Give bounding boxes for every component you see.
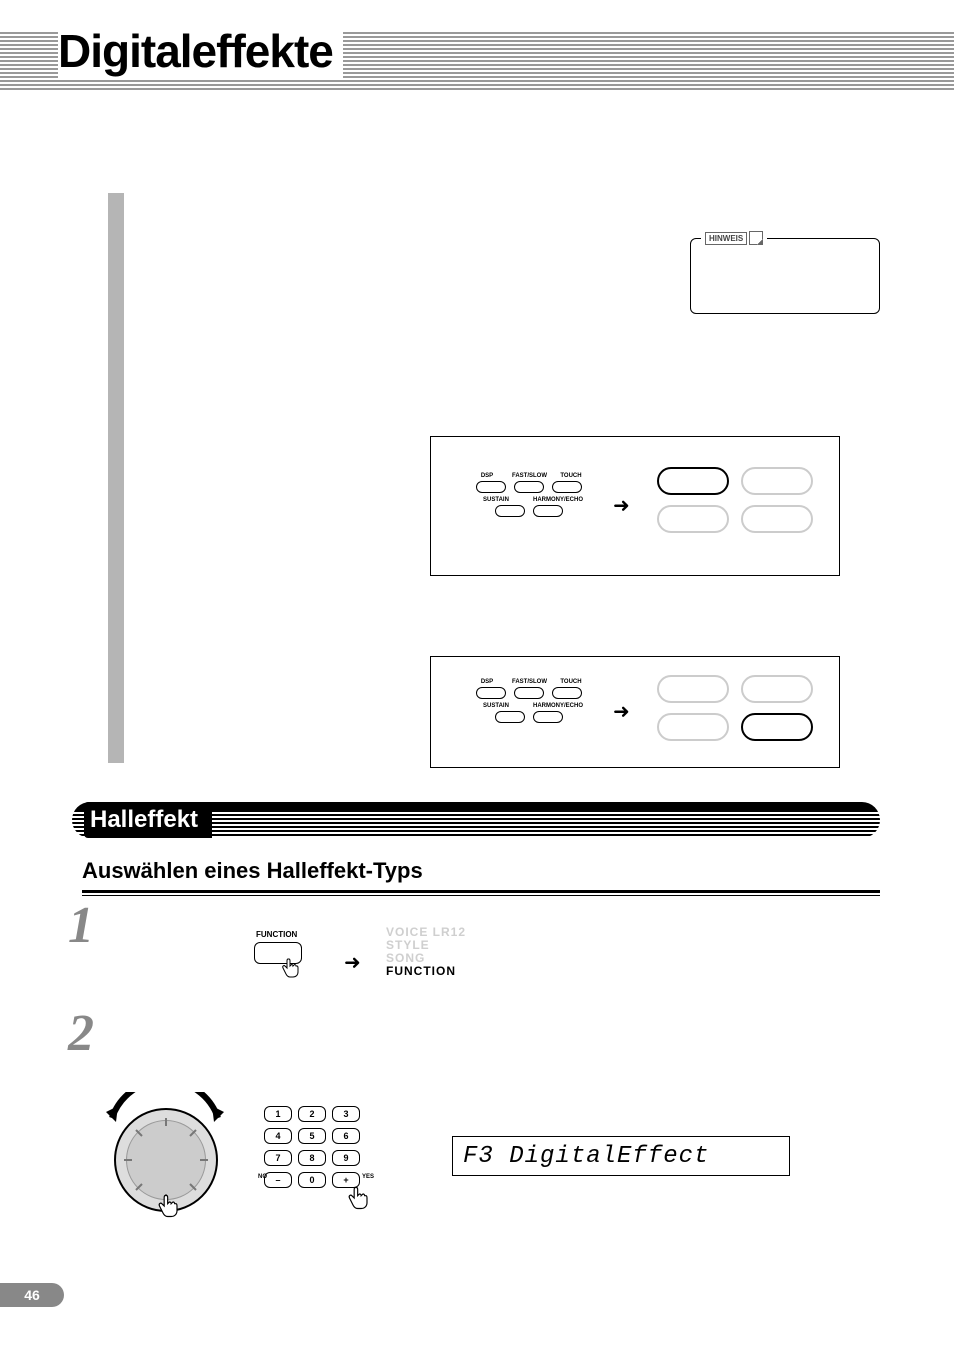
note-tag: HINWEIS: [701, 231, 767, 245]
mode-item-active: FUNCTION: [386, 965, 466, 978]
mini-button: [495, 711, 525, 723]
note-box: HINWEIS: [690, 238, 880, 314]
panel-button: [741, 467, 813, 495]
mini-button-group: DSP FAST/SLOW TOUCH SUSTAIN HARMONY/ECHO: [459, 473, 599, 517]
numpad-key-minus: –: [264, 1172, 292, 1188]
note-tag-label: HINWEIS: [705, 232, 747, 245]
mode-list: VOICE LR12 STYLE SONG FUNCTION: [386, 926, 466, 978]
page-title: Digitaleffekte: [58, 24, 343, 78]
mini-button: [514, 687, 544, 699]
subheading-text: Auswählen eines Halleffekt-Typs: [82, 858, 880, 888]
hand-cursor-icon: [280, 956, 304, 980]
numpad-key-8: 8: [298, 1150, 326, 1166]
mini-label: SUSTAIN: [471, 703, 521, 709]
mini-label: DSP: [470, 679, 504, 685]
mini-label: FAST/SLOW: [512, 679, 546, 685]
numpad: 1 2 3 4 5 6 7 8 9 – 0 +: [264, 1106, 360, 1188]
numpad-key-7: 7: [264, 1150, 292, 1166]
mini-button: [552, 687, 582, 699]
mini-button: [514, 481, 544, 493]
page-number-pill: 46: [0, 1283, 64, 1307]
section-heading-title: Halleffekt: [84, 802, 212, 838]
numpad-key-6: 6: [332, 1128, 360, 1144]
numpad-key-0: 0: [298, 1172, 326, 1188]
step-number-2: 2: [68, 1004, 94, 1063]
mini-label: TOUCH: [554, 679, 588, 685]
button-panel-diagram-2: DSP FAST/SLOW TOUCH SUSTAIN HARMONY/ECHO…: [430, 656, 840, 768]
mini-label: DSP: [470, 473, 504, 479]
mini-button: [533, 505, 563, 517]
dial-diagram: [108, 1096, 228, 1226]
lcd-display: F3 DigitalEffect: [452, 1136, 790, 1176]
numpad-key-4: 4: [264, 1128, 292, 1144]
mini-button: [476, 481, 506, 493]
mini-button: [552, 481, 582, 493]
panel-button: [657, 713, 729, 741]
button-panel-diagram-1: DSP FAST/SLOW TOUCH SUSTAIN HARMONY/ECHO…: [430, 436, 840, 576]
numpad-key-1: 1: [264, 1106, 292, 1122]
mini-button: [476, 687, 506, 699]
numpad-yes-label: YES: [362, 1174, 374, 1180]
numpad-key-3: 3: [332, 1106, 360, 1122]
section-heading-band: Halleffekt: [72, 802, 880, 838]
arrow-right-icon: ➜: [613, 493, 630, 518]
mini-label: FAST/SLOW: [512, 473, 546, 479]
function-key-label: FUNCTION: [256, 930, 297, 939]
mini-label: HARMONY/ECHO: [529, 497, 587, 503]
subheading: Auswählen eines Halleffekt-Typs: [82, 858, 880, 896]
numpad-key-2: 2: [298, 1106, 326, 1122]
panel-button: [741, 505, 813, 533]
mini-button: [533, 711, 563, 723]
function-key-diagram: FUNCTION ➜ VOICE LR12 STYLE SONG FUNCTIO…: [236, 930, 526, 1000]
mini-label: HARMONY/ECHO: [529, 703, 587, 709]
numpad-no-label: NO: [258, 1174, 267, 1180]
mini-label: SUSTAIN: [471, 497, 521, 503]
arrow-right-icon: ➜: [613, 699, 630, 724]
mini-button-group: DSP FAST/SLOW TOUCH SUSTAIN HARMONY/ECHO: [459, 679, 599, 723]
hand-cursor-icon: [346, 1184, 374, 1212]
panel-button-highlighted: [741, 713, 813, 741]
panel-button: [657, 505, 729, 533]
numpad-key-9: 9: [332, 1150, 360, 1166]
panel-big-button-group: [657, 467, 819, 537]
numpad-key-5: 5: [298, 1128, 326, 1144]
note-page-icon: [749, 231, 763, 245]
mini-button: [495, 505, 525, 517]
mini-label: TOUCH: [554, 473, 588, 479]
arrow-right-icon: ➜: [344, 950, 361, 975]
section-vertical-bar: [108, 193, 124, 763]
panel-button: [657, 675, 729, 703]
hand-cursor-icon: [156, 1192, 184, 1220]
panel-button-highlighted: [657, 467, 729, 495]
panel-button: [741, 675, 813, 703]
step-number-1: 1: [68, 896, 94, 955]
panel-big-button-group: [657, 675, 819, 745]
